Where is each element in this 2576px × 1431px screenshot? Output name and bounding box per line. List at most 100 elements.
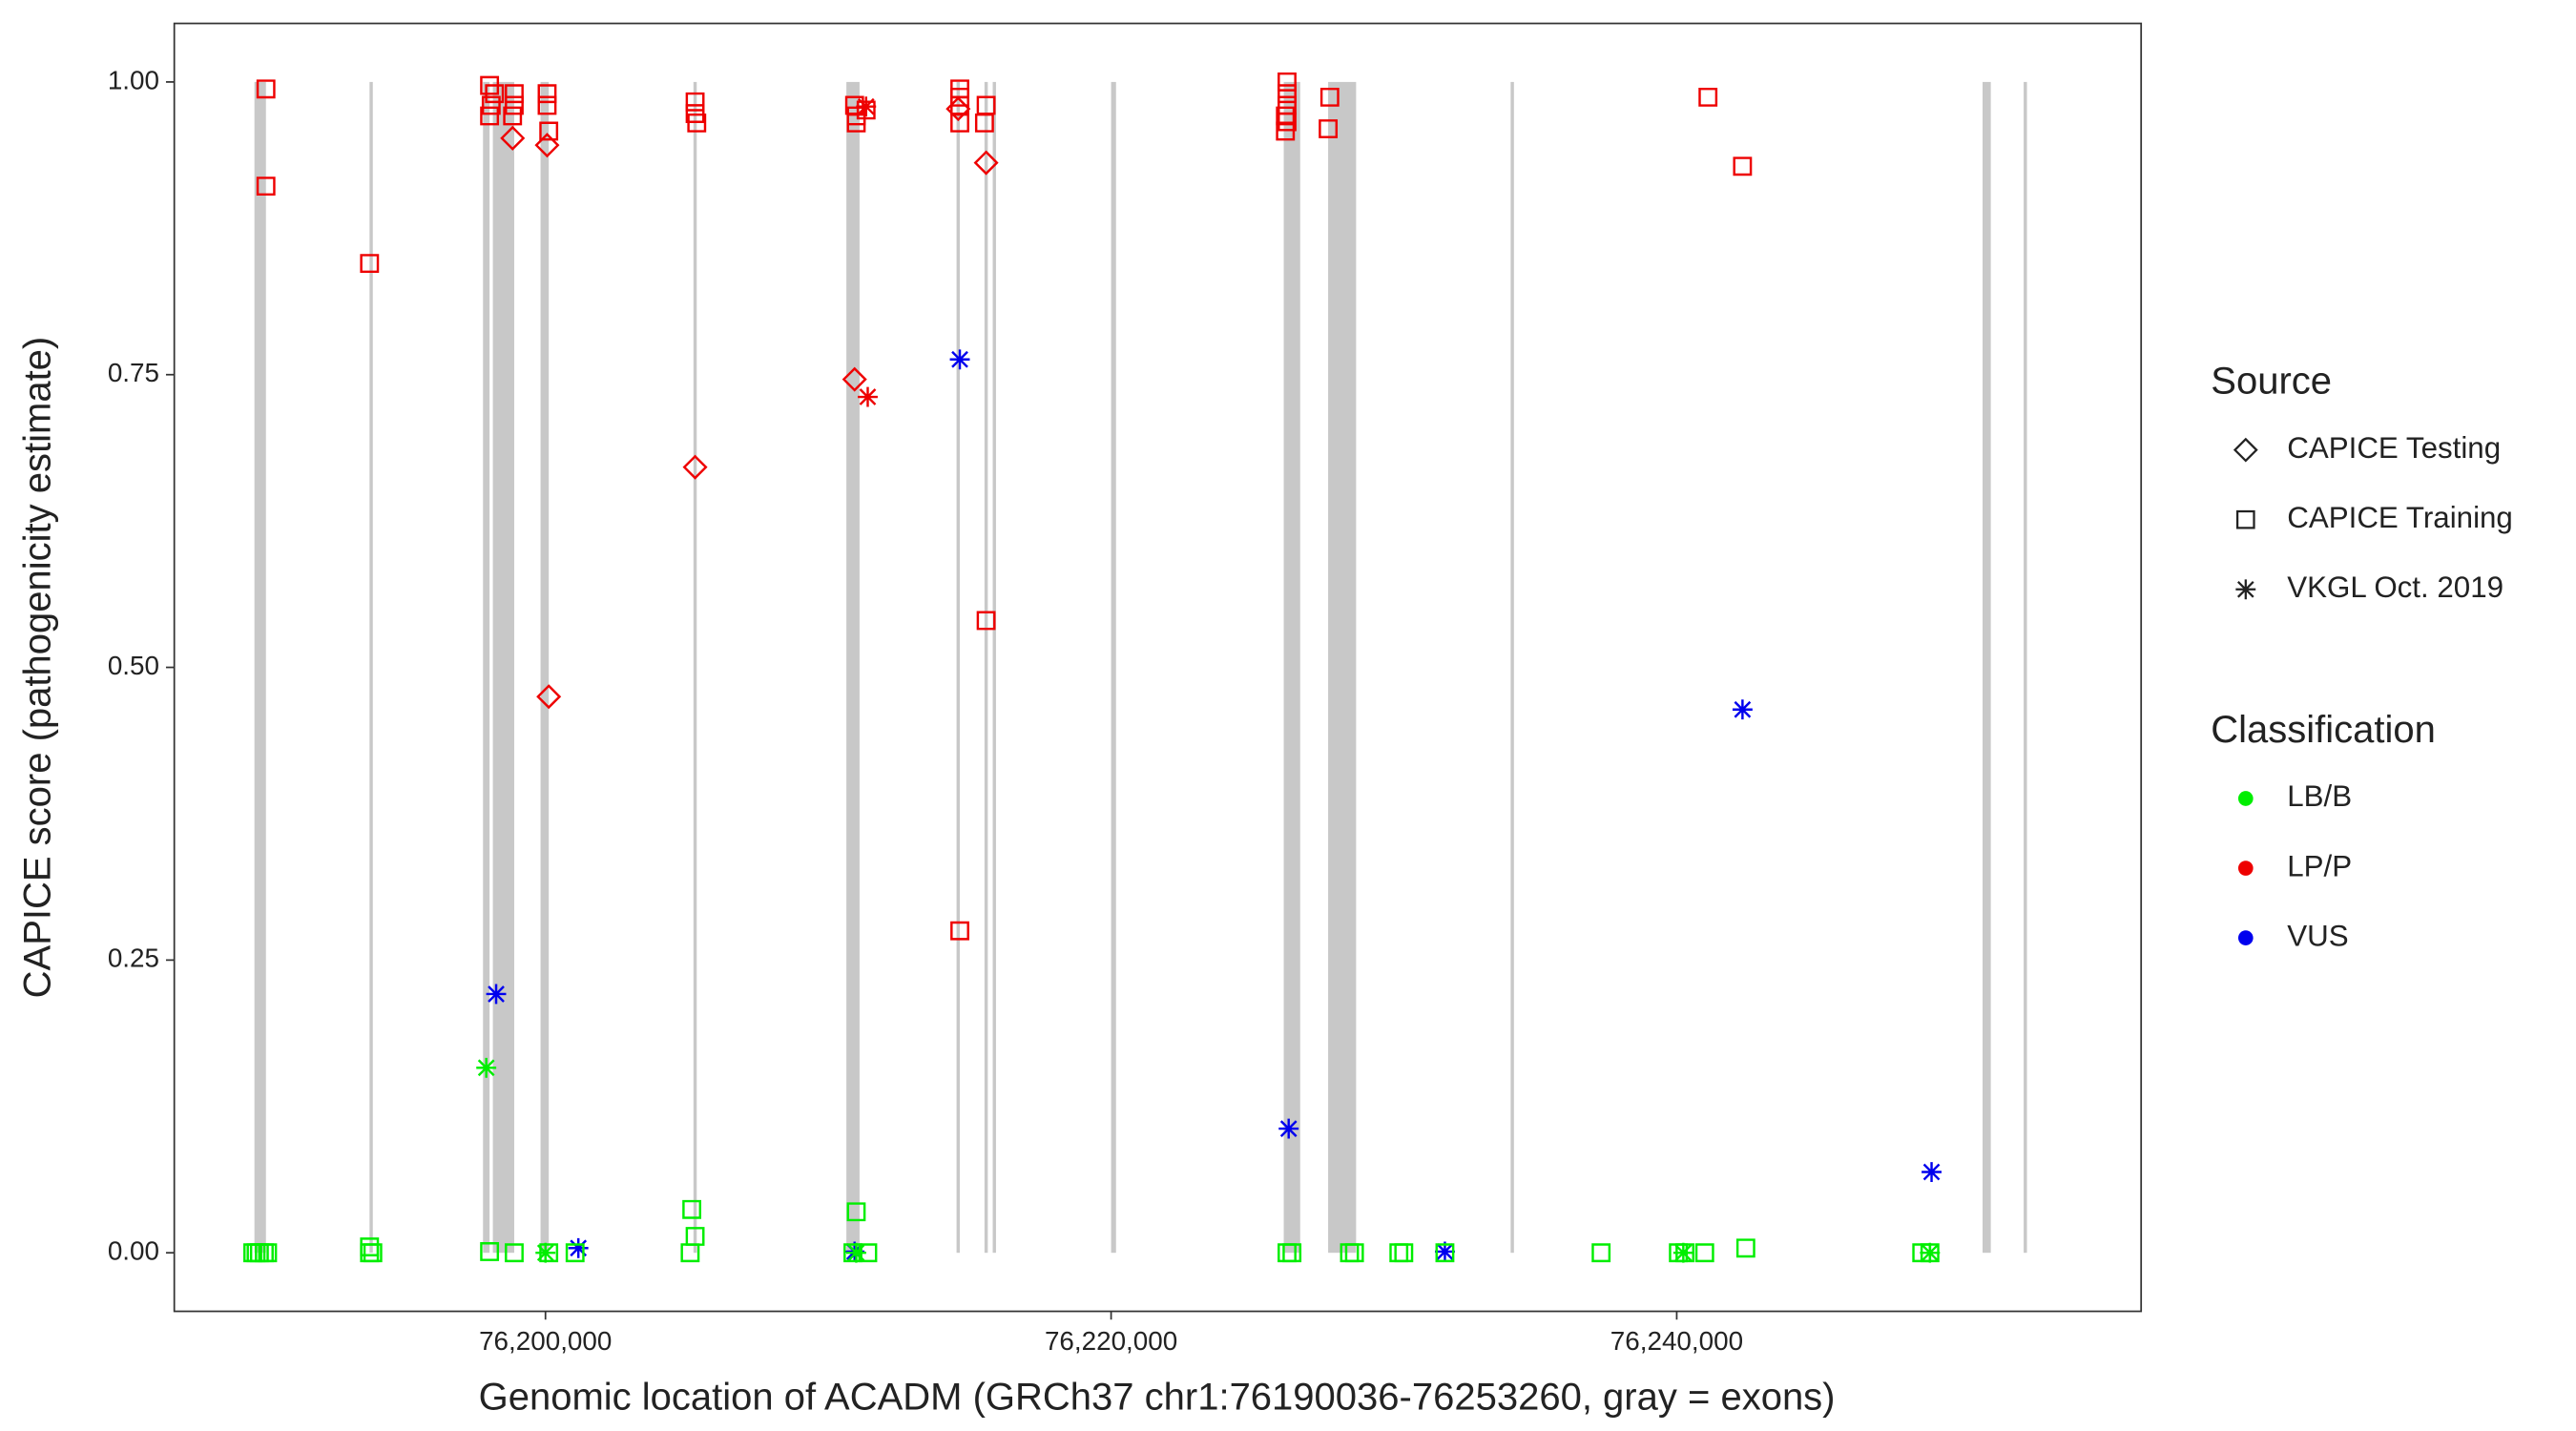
legend-label: LB/B [2287, 779, 2352, 813]
exon [693, 81, 697, 1254]
legend-title: Source [2211, 361, 2332, 403]
legend-label: LP/P [2287, 849, 2352, 882]
point [858, 1243, 878, 1263]
exon [992, 81, 996, 1254]
y-tick-label: 1.00 [108, 65, 159, 94]
point [1591, 1243, 1611, 1263]
point [539, 1243, 559, 1263]
point [539, 121, 559, 141]
point [1319, 87, 1340, 107]
point [974, 113, 994, 133]
point [945, 96, 971, 122]
point [1732, 699, 1753, 720]
y-tick-label: 0.50 [108, 651, 159, 680]
y-tick-label: 0.75 [108, 358, 159, 387]
exon [483, 81, 490, 1254]
point [682, 454, 708, 480]
point [858, 386, 878, 407]
point [1733, 156, 1753, 176]
exon [540, 81, 550, 1254]
point [856, 96, 877, 117]
point [680, 1243, 700, 1263]
point [480, 106, 500, 126]
exon [369, 81, 373, 1254]
legend-label: VKGL Oct. 2019 [2287, 570, 2503, 604]
point [1922, 1162, 1942, 1182]
legend-symbol [2237, 791, 2254, 806]
point [685, 1227, 705, 1246]
point [568, 1237, 589, 1258]
x-tick-label: 76,240,000 [1610, 1326, 1743, 1356]
y-axis-title: CAPICE score (pathogenicity estimate) [16, 337, 58, 999]
point [1394, 1243, 1414, 1263]
point [1344, 1243, 1364, 1263]
legend-label: VUS [2287, 919, 2348, 952]
exon [984, 81, 988, 1254]
exon [1510, 81, 1514, 1254]
point [486, 984, 507, 1005]
exon [1982, 81, 1991, 1254]
point [973, 150, 999, 176]
point [682, 1199, 702, 1219]
point [503, 106, 523, 126]
legend-symbol [2237, 861, 2254, 876]
point [1278, 1118, 1299, 1139]
x-axis-title: Genomic location of ACADM (GRCh37 chr1:7… [479, 1376, 1836, 1418]
point [950, 921, 969, 941]
point [537, 95, 557, 115]
point [256, 176, 276, 197]
point [1276, 121, 1296, 141]
point [976, 611, 996, 631]
exon [254, 81, 266, 1254]
point [841, 366, 867, 392]
point [505, 1243, 524, 1263]
legend-symbol [2235, 579, 2256, 600]
point [687, 113, 707, 133]
legend-title: Classification [2211, 709, 2436, 751]
point [480, 1242, 500, 1261]
exon [1111, 81, 1116, 1254]
point [1672, 1242, 1693, 1263]
legend-symbol [2237, 930, 2254, 945]
point [256, 79, 276, 99]
point [363, 1243, 383, 1263]
point [685, 104, 705, 123]
exon [492, 81, 514, 1254]
point [1920, 1243, 1940, 1263]
point [1282, 1243, 1302, 1263]
exon [1328, 81, 1357, 1254]
point [1675, 1243, 1694, 1263]
point [500, 125, 526, 151]
point [360, 254, 380, 274]
point [846, 1242, 866, 1263]
exon [956, 81, 961, 1254]
x-tick-label: 76,220,000 [1045, 1326, 1177, 1356]
y-tick-label: 0.25 [108, 944, 159, 973]
point [1435, 1241, 1455, 1262]
exon [2024, 81, 2027, 1254]
exon [846, 81, 860, 1254]
point [476, 1057, 497, 1078]
y-tick-label: 0.00 [108, 1236, 159, 1266]
legend-symbol [2235, 509, 2255, 529]
point [258, 1243, 278, 1263]
point [1319, 119, 1339, 138]
point [1435, 1243, 1455, 1263]
point [949, 349, 970, 370]
legend-label: CAPICE Testing [2287, 431, 2501, 465]
point [535, 1242, 556, 1263]
point [536, 684, 562, 710]
point [480, 75, 500, 95]
point [856, 100, 876, 120]
point [534, 133, 560, 158]
point [1278, 112, 1297, 132]
point [976, 95, 996, 115]
exon [1283, 81, 1300, 1254]
point [1698, 87, 1718, 107]
point [1735, 1238, 1755, 1258]
legend-label: CAPICE Training [2287, 501, 2513, 534]
legend-symbol [2233, 437, 2258, 463]
plot-area [243, 72, 2027, 1263]
